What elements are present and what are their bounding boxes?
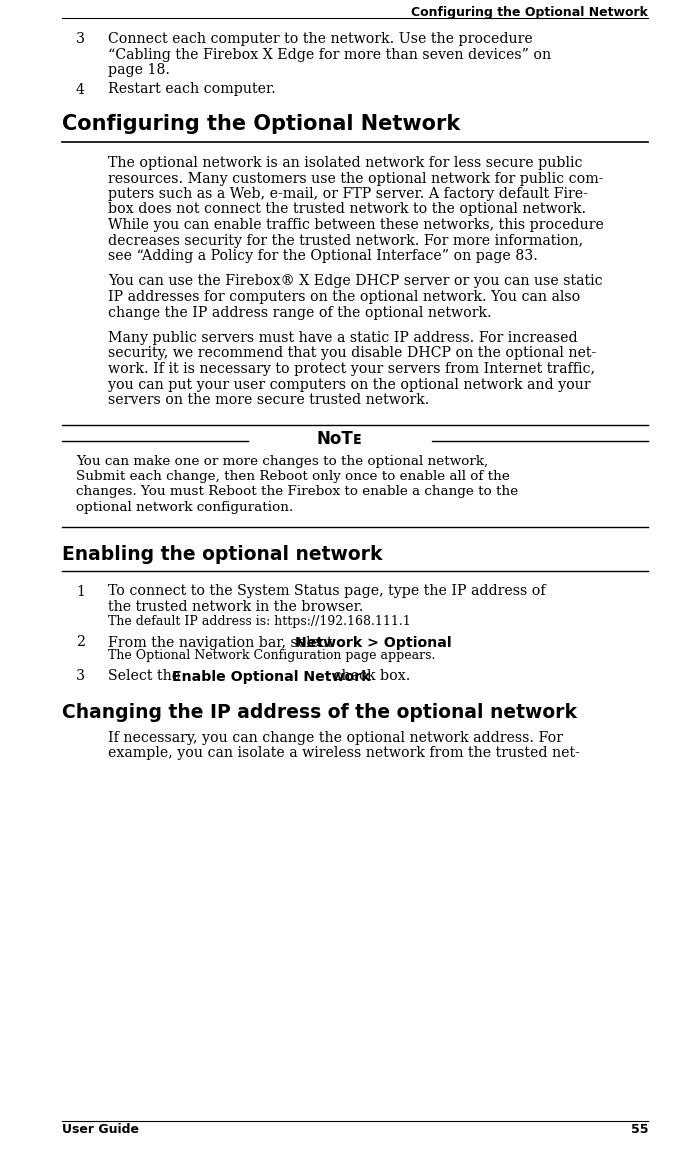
Text: From the navigation bar, select: From the navigation bar, select [108, 635, 337, 649]
Text: see “Adding a Policy for the Optional Interface” on page 83.: see “Adding a Policy for the Optional In… [108, 249, 538, 262]
Text: check box.: check box. [328, 670, 410, 684]
Text: 1: 1 [76, 585, 85, 599]
Text: Select the: Select the [108, 670, 185, 684]
Text: 2: 2 [76, 635, 85, 649]
Text: 55: 55 [630, 1123, 648, 1136]
Text: IP addresses for computers on the optional network. You can also: IP addresses for computers on the option… [108, 290, 580, 304]
Text: optional network configuration.: optional network configuration. [76, 501, 293, 514]
Text: changes. You must Reboot the Firebox to enable a change to the: changes. You must Reboot the Firebox to … [76, 486, 518, 498]
Text: The Optional Network Configuration page appears.: The Optional Network Configuration page … [108, 649, 435, 663]
Text: 3: 3 [76, 32, 85, 46]
Text: puters such as a Web, e-mail, or FTP server. A factory default Fire-: puters such as a Web, e-mail, or FTP ser… [108, 186, 588, 201]
Text: decreases security for the trusted network. For more information,: decreases security for the trusted netwo… [108, 234, 583, 247]
Text: To connect to the System Status page, type the IP address of: To connect to the System Status page, ty… [108, 585, 545, 599]
Text: the trusted network in the browser.: the trusted network in the browser. [108, 600, 364, 613]
Text: resources. Many customers use the optional network for public com-: resources. Many customers use the option… [108, 171, 604, 185]
Text: 3: 3 [76, 670, 85, 684]
Text: If necessary, you can change the optional network address. For: If necessary, you can change the optiona… [108, 731, 563, 745]
Text: You can make one or more changes to the optional network,: You can make one or more changes to the … [76, 455, 488, 467]
Text: Enabling the optional network: Enabling the optional network [62, 544, 382, 564]
Text: work. If it is necessary to protect your servers from Internet traffic,: work. If it is necessary to protect your… [108, 363, 595, 376]
Text: change the IP address range of the optional network.: change the IP address range of the optio… [108, 305, 492, 320]
Text: Connect each computer to the network. Use the procedure: Connect each computer to the network. Us… [108, 32, 532, 46]
Text: User Guide: User Guide [62, 1123, 139, 1136]
Text: “Cabling the Firebox X Edge for more than seven devices” on: “Cabling the Firebox X Edge for more tha… [108, 47, 551, 61]
Text: you can put your user computers on the optional network and your: you can put your user computers on the o… [108, 378, 591, 391]
Text: The optional network is an isolated network for less secure public: The optional network is an isolated netw… [108, 157, 583, 170]
Text: 4: 4 [76, 83, 85, 97]
Text: You can use the Firebox® X Edge DHCP server or you can use static: You can use the Firebox® X Edge DHCP ser… [108, 274, 602, 289]
Text: Configuring the Optional Network: Configuring the Optional Network [411, 6, 648, 20]
Text: page 18.: page 18. [108, 63, 170, 77]
Text: NᴏTᴇ: NᴏTᴇ [317, 430, 363, 449]
Text: While you can enable traffic between these networks, this procedure: While you can enable traffic between the… [108, 218, 604, 233]
Text: Many public servers must have a static IP address. For increased: Many public servers must have a static I… [108, 331, 577, 345]
Text: Restart each computer.: Restart each computer. [108, 83, 276, 97]
Text: Submit each change, then Reboot only once to enable all of the: Submit each change, then Reboot only onc… [76, 470, 510, 483]
Text: servers on the more secure trusted network.: servers on the more secure trusted netwo… [108, 392, 429, 407]
Text: Enable Optional Network: Enable Optional Network [172, 670, 371, 684]
Text: box does not connect the trusted network to the optional network.: box does not connect the trusted network… [108, 203, 586, 216]
Text: security, we recommend that you disable DHCP on the optional net-: security, we recommend that you disable … [108, 346, 596, 360]
Text: The default IP address is: https://192.168.111.1: The default IP address is: https://192.1… [108, 616, 411, 628]
Text: .: . [418, 635, 422, 649]
Text: example, you can isolate a wireless network from the trusted net-: example, you can isolate a wireless netw… [108, 747, 580, 761]
Text: Network > Optional: Network > Optional [295, 635, 452, 649]
Text: Configuring the Optional Network: Configuring the Optional Network [62, 114, 460, 134]
Text: Changing the IP address of the optional network: Changing the IP address of the optional … [62, 703, 577, 722]
